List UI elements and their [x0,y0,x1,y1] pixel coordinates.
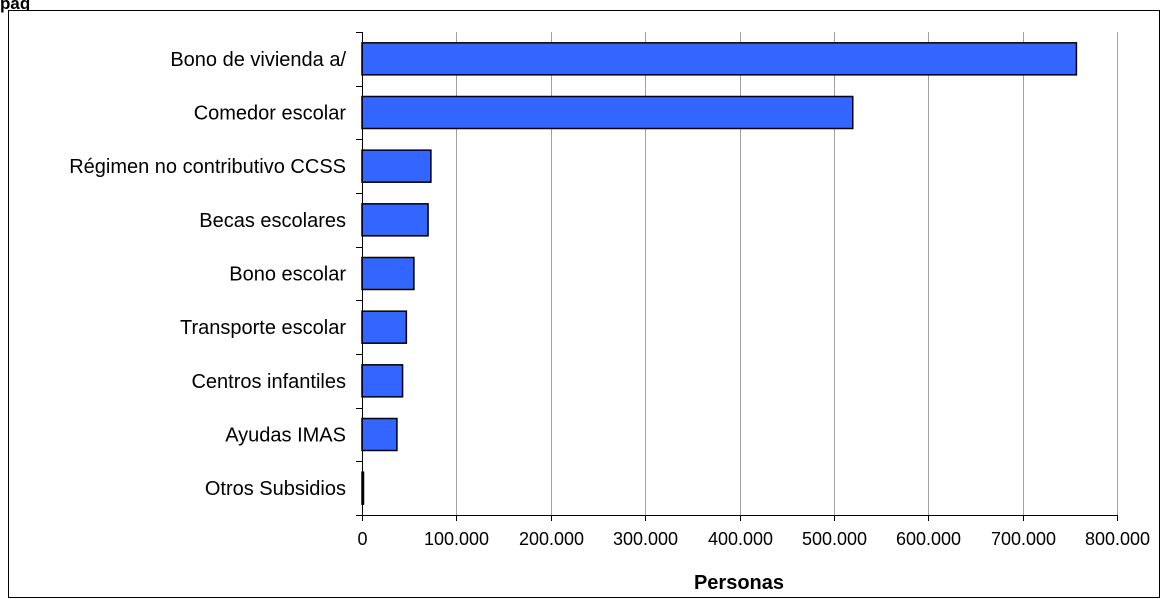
category-label: Centros infantiles [191,371,346,393]
category-label: Régimen no contributivo CCSS [69,156,346,178]
bar [361,95,854,130]
bar [361,256,415,291]
chart-frame [8,10,1160,598]
x-tick-label: 300.000 [613,529,678,549]
bar [361,364,404,398]
axis-layer: Bono de vivienda a/Comedor escolar Régime… [69,32,1150,549]
category-label: Bono escolar [229,264,346,286]
category-label: Comedor escolar [194,103,347,125]
category-label: Bono de vivienda a/ [170,49,346,71]
category-label: Ayudas IMAS [225,425,346,447]
page-top-text: pág [0,0,31,13]
x-tick-label: 600.000 [896,529,961,549]
x-tick-label: 700.000 [991,529,1056,549]
bar [361,42,1078,76]
x-tick-label: 400.000 [708,529,773,549]
category-label: Transporte escolar [180,317,346,339]
x-tick-label: 100.000 [424,529,489,549]
bar-layer [361,42,1078,505]
x-tick-label: 200.000 [519,529,584,549]
x-tick-label: 0 [357,529,367,549]
category-label: Otros Subsidios [205,478,346,500]
x-tick-label: 800.000 [1085,529,1150,549]
x-axis-title: Personas [694,572,784,594]
bar [361,417,398,452]
x-tick-label: 500.000 [802,529,867,549]
bar [361,149,432,183]
bar [361,203,429,237]
bar [361,310,408,344]
category-label: Becas escolares [199,210,346,232]
